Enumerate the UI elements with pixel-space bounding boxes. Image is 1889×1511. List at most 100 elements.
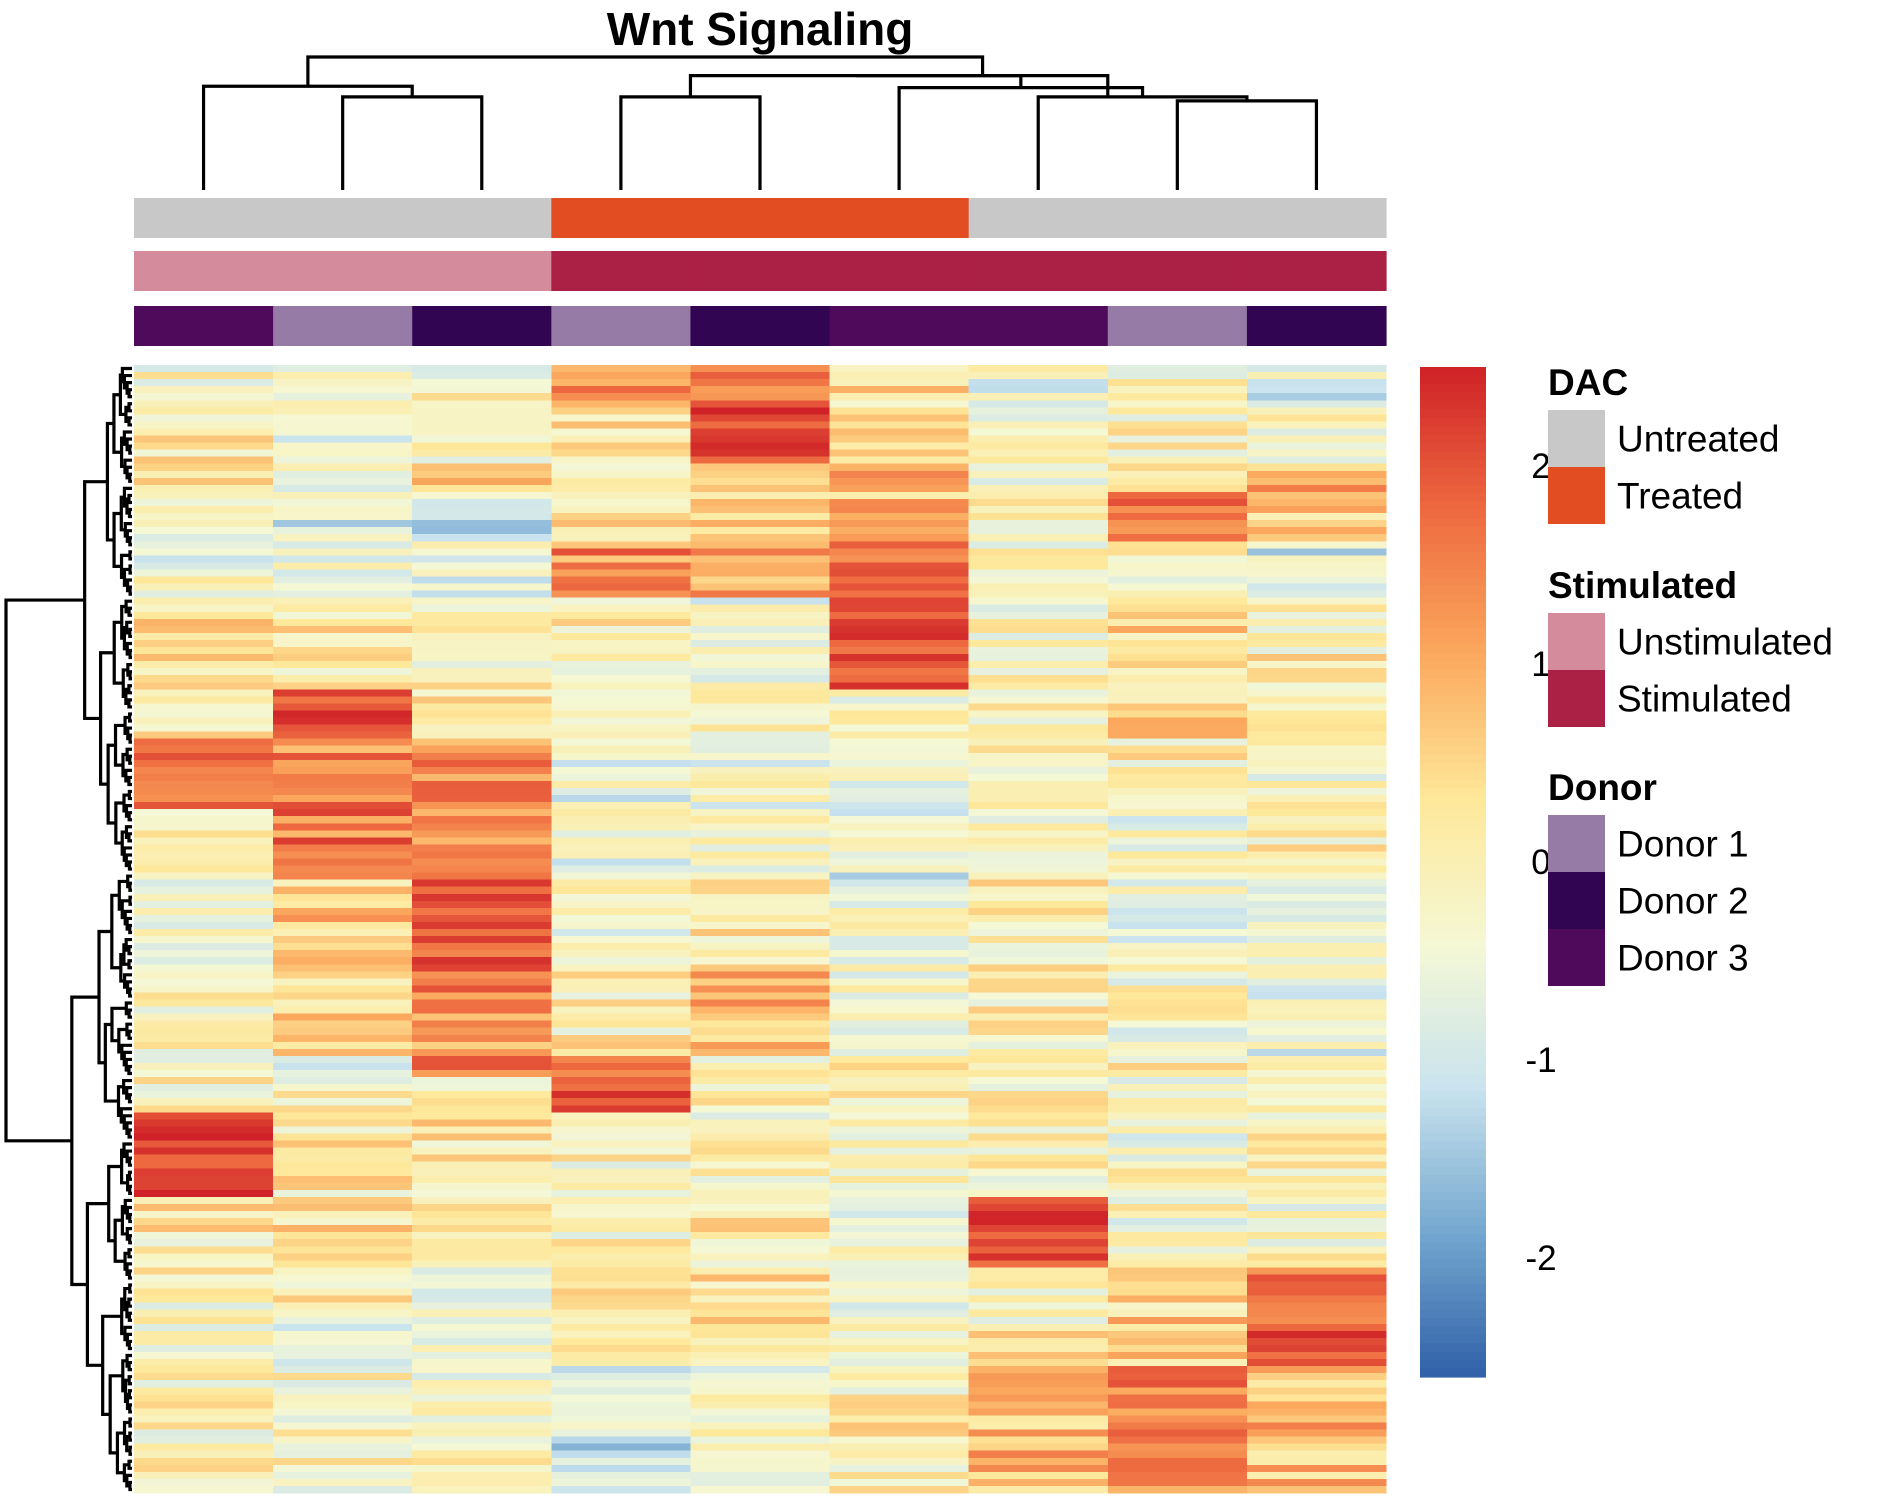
heatmap-cell — [134, 1478, 274, 1487]
heatmap-cell — [1246, 1274, 1387, 1283]
heatmap-cell — [690, 1055, 831, 1064]
heatmap-cell — [1246, 428, 1387, 437]
heatmap-cell — [551, 562, 692, 571]
heatmap-cell — [968, 1302, 1109, 1311]
heatmap-cell — [551, 611, 692, 620]
heatmap-cell — [551, 1401, 692, 1409]
heatmap-cell — [273, 957, 413, 965]
color-scale-segment — [1420, 1242, 1486, 1252]
heatmap-cell — [968, 1253, 1109, 1261]
dendrogram-branch — [128, 1445, 132, 1456]
heatmap-cell — [968, 1366, 1109, 1374]
heatmap-cell — [829, 1041, 970, 1050]
heatmap-cell — [829, 498, 970, 507]
dendrogram-branch — [105, 421, 115, 542]
heatmap-cell — [829, 1415, 970, 1424]
heatmap-cell — [412, 562, 552, 571]
heatmap-cell — [551, 1140, 692, 1149]
heatmap-cell — [551, 879, 692, 888]
heatmap-cell — [1107, 414, 1248, 422]
heatmap-cell — [551, 1309, 692, 1318]
dendrogram-branch — [112, 511, 122, 568]
heatmap-cell — [690, 1415, 831, 1424]
heatmap-cell — [690, 1098, 831, 1106]
heatmap-cell — [412, 1408, 552, 1417]
heatmap-cell — [412, 647, 552, 655]
dendrogram-branch — [127, 1339, 132, 1351]
heatmap-cell — [412, 950, 552, 958]
heatmap-cell — [1107, 886, 1248, 895]
color-scale-segment — [1420, 712, 1486, 722]
color-scale-segment — [1420, 914, 1486, 924]
heatmap-cell — [690, 1175, 831, 1184]
heatmap-cell — [134, 1062, 274, 1071]
heatmap-cell — [690, 1027, 831, 1036]
dendrogram-branch — [127, 1008, 132, 1019]
heatmap-cell — [829, 802, 970, 810]
heatmap-cell — [829, 1323, 970, 1332]
heatmap-cell — [273, 1006, 413, 1015]
heatmap-cell — [1107, 907, 1248, 916]
heatmap-cell — [273, 527, 413, 535]
heatmap-cell — [273, 477, 413, 486]
heatmap-cell — [690, 1225, 831, 1233]
heatmap-cell — [273, 1048, 413, 1057]
heatmap-cell — [551, 738, 692, 747]
heatmap-cell — [1107, 1034, 1248, 1043]
heatmap-cell — [829, 1309, 970, 1318]
heatmap-cell — [1107, 717, 1248, 726]
heatmap-cell — [412, 456, 552, 465]
heatmap-cell — [412, 802, 552, 810]
dendrogram-branch — [128, 712, 132, 723]
heatmap-cell — [551, 823, 692, 831]
heatmap-cell — [551, 1168, 692, 1177]
heatmap-cell — [968, 1147, 1109, 1156]
heatmap-cell — [690, 971, 831, 979]
heatmap-cell — [1107, 1126, 1248, 1135]
heatmap-cell — [829, 562, 970, 571]
heatmap-cell — [273, 1182, 413, 1191]
heatmap-cell — [551, 929, 692, 937]
heatmap-cell — [1246, 837, 1387, 845]
heatmap-cell — [412, 372, 552, 380]
heatmap-cell — [968, 548, 1109, 556]
dendrogram-branch — [123, 458, 132, 475]
heatmap-cell — [1107, 386, 1248, 394]
heatmap-cell — [968, 914, 1109, 923]
color-scale-segment — [1420, 1267, 1486, 1277]
heatmap-cell — [134, 520, 274, 528]
heatmap-cell — [1107, 830, 1248, 838]
heatmap-cell — [412, 400, 552, 408]
heatmap-cell — [1246, 1422, 1387, 1431]
color-scale-segment — [1420, 1090, 1486, 1100]
heatmap-cell — [1246, 498, 1387, 507]
heatmap-cell — [134, 1288, 274, 1297]
heatmap-cell — [690, 1260, 831, 1268]
dendrogram-branch — [127, 493, 132, 505]
dendrogram-branch — [126, 663, 132, 677]
heatmap-cell — [1246, 745, 1387, 754]
dendrogram-branch — [688, 74, 1023, 97]
heatmap-cell — [551, 1323, 692, 1332]
heatmap-cell — [1246, 1309, 1387, 1318]
heatmap-cell — [412, 1091, 552, 1099]
heatmap-cell — [273, 731, 413, 740]
heatmap-cell — [412, 1105, 552, 1113]
heatmap-cell — [690, 597, 831, 606]
color-scale-segment — [1420, 905, 1486, 915]
color-scale-segment — [1420, 392, 1486, 402]
heatmap-cell — [968, 844, 1109, 853]
dendrogram-branch — [127, 388, 132, 399]
heatmap-cell — [829, 844, 970, 853]
heatmap-cell — [1107, 724, 1248, 733]
heatmap-cell — [412, 1020, 552, 1029]
heatmap-cell — [690, 1394, 831, 1402]
heatmap-cell — [1246, 1485, 1387, 1494]
heatmap-cell — [134, 710, 274, 719]
heatmap-cell — [551, 865, 692, 874]
heatmap-cell — [690, 1443, 831, 1452]
heatmap-cell — [551, 1154, 692, 1163]
heatmap-cell — [273, 1062, 413, 1071]
legend-label: Donor 2 — [1617, 881, 1749, 922]
annotation-cell-donor — [273, 306, 413, 346]
